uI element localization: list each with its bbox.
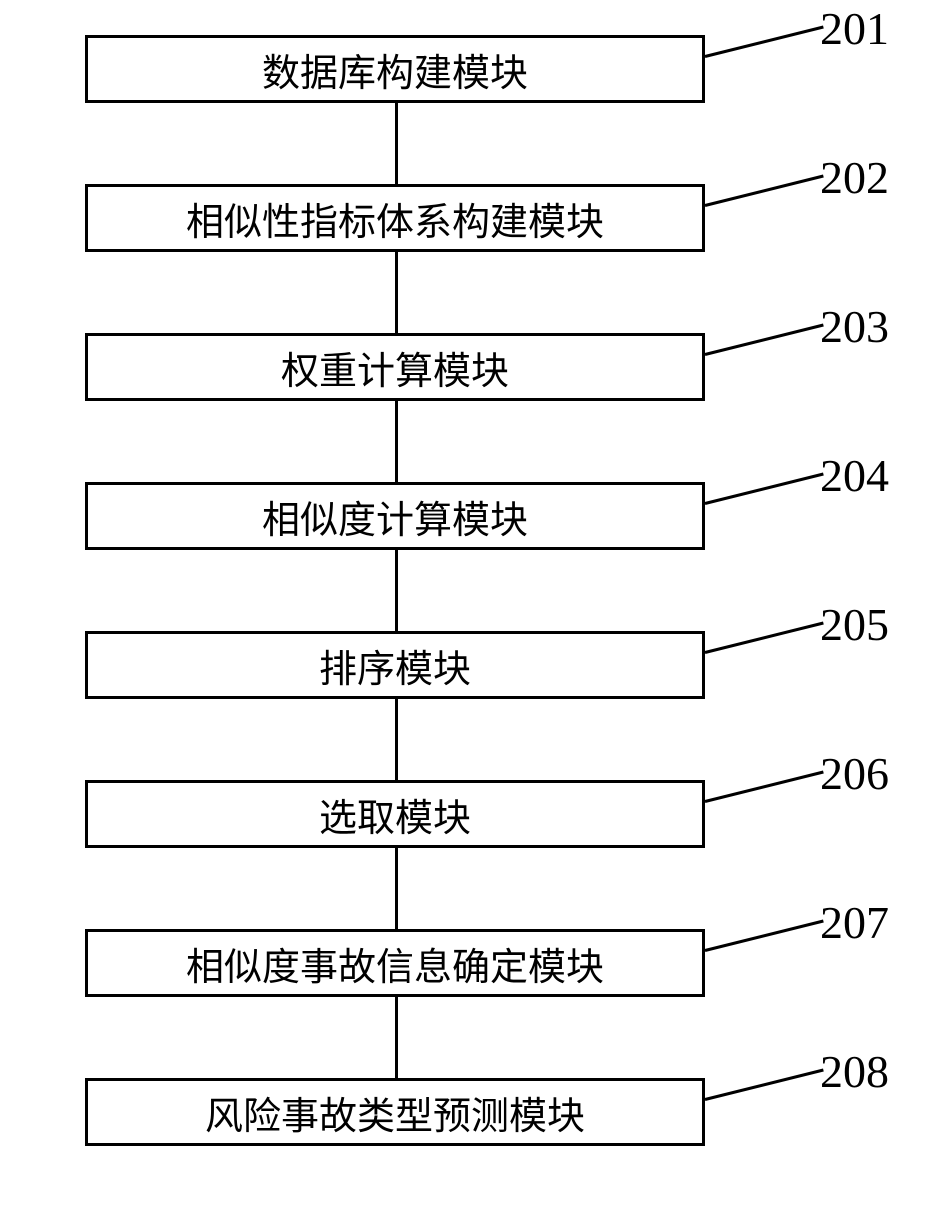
leader-line: [705, 771, 824, 803]
node-number: 203: [820, 300, 889, 353]
node-sort: 排序模块: [85, 631, 705, 699]
node-risk-accident-predict: 风险事故类型预测模块: [85, 1078, 705, 1146]
node-label: 数据库构建模块: [262, 42, 528, 97]
node-label: 权重计算模块: [281, 340, 509, 395]
node-number: 206: [820, 747, 889, 800]
leader-line: [705, 622, 824, 654]
node-similarity-index-build: 相似性指标体系构建模块: [85, 184, 705, 252]
connector: [395, 252, 398, 333]
leader-line: [705, 473, 824, 505]
node-number: 201: [820, 2, 889, 55]
node-label: 排序模块: [319, 638, 471, 693]
node-database-build: 数据库构建模块: [85, 35, 705, 103]
node-number: 207: [820, 896, 889, 949]
node-label: 相似性指标体系构建模块: [186, 191, 604, 246]
leader-line: [705, 175, 824, 207]
node-similarity-accident-info: 相似度事故信息确定模块: [85, 929, 705, 997]
node-label: 风险事故类型预测模块: [205, 1085, 585, 1140]
connector: [395, 699, 398, 780]
node-number: 202: [820, 151, 889, 204]
node-label: 选取模块: [319, 787, 471, 842]
leader-line: [705, 1069, 824, 1101]
leader-line: [705, 920, 824, 952]
node-number: 208: [820, 1045, 889, 1098]
node-select: 选取模块: [85, 780, 705, 848]
connector: [395, 550, 398, 631]
node-label: 相似度事故信息确定模块: [186, 936, 604, 991]
leader-line: [705, 26, 824, 58]
node-number: 204: [820, 449, 889, 502]
connector: [395, 848, 398, 929]
node-weight-calc: 权重计算模块: [85, 333, 705, 401]
node-similarity-calc: 相似度计算模块: [85, 482, 705, 550]
connector: [395, 103, 398, 184]
node-label: 相似度计算模块: [262, 489, 528, 544]
flowchart-canvas: 数据库构建模块 201 相似性指标体系构建模块 202 权重计算模块 203 相…: [0, 0, 952, 1224]
leader-line: [705, 324, 824, 356]
connector: [395, 401, 398, 482]
connector: [395, 997, 398, 1078]
node-number: 205: [820, 598, 889, 651]
